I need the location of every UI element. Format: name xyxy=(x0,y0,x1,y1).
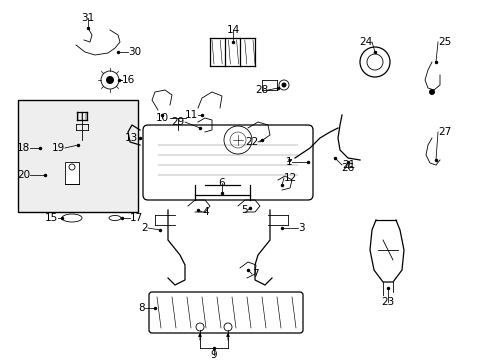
Text: 1: 1 xyxy=(285,157,291,167)
Text: 29: 29 xyxy=(171,117,184,127)
Text: 16: 16 xyxy=(122,75,135,85)
Text: 22: 22 xyxy=(244,137,258,147)
Text: 18: 18 xyxy=(17,143,30,153)
Text: 5: 5 xyxy=(241,205,247,215)
Text: 21: 21 xyxy=(341,160,354,170)
Text: 24: 24 xyxy=(358,37,371,47)
Text: 19: 19 xyxy=(52,143,65,153)
Bar xyxy=(65,162,79,184)
Text: 31: 31 xyxy=(81,13,95,23)
Bar xyxy=(18,100,138,212)
Text: 12: 12 xyxy=(284,173,297,183)
Text: 23: 23 xyxy=(381,297,394,307)
Circle shape xyxy=(106,76,114,84)
Text: 6: 6 xyxy=(218,178,225,188)
Text: 3: 3 xyxy=(297,223,304,233)
Text: 13: 13 xyxy=(124,133,138,143)
Text: 25: 25 xyxy=(437,37,450,47)
Text: 8: 8 xyxy=(138,303,145,313)
Text: 17: 17 xyxy=(130,213,143,223)
Text: 4: 4 xyxy=(202,207,208,217)
Text: 27: 27 xyxy=(437,127,450,137)
Text: 14: 14 xyxy=(226,25,239,35)
Text: 26: 26 xyxy=(341,163,354,173)
Text: 10: 10 xyxy=(155,113,168,123)
Text: 9: 9 xyxy=(210,350,217,360)
Circle shape xyxy=(281,82,286,87)
Text: 20: 20 xyxy=(17,170,30,180)
Text: 30: 30 xyxy=(128,47,141,57)
Text: 7: 7 xyxy=(251,269,258,279)
FancyBboxPatch shape xyxy=(142,125,312,200)
Text: 15: 15 xyxy=(45,213,58,223)
Circle shape xyxy=(428,89,434,95)
FancyBboxPatch shape xyxy=(149,292,303,333)
Text: 11: 11 xyxy=(184,110,198,120)
Text: 28: 28 xyxy=(254,85,267,95)
Text: 2: 2 xyxy=(141,223,148,233)
